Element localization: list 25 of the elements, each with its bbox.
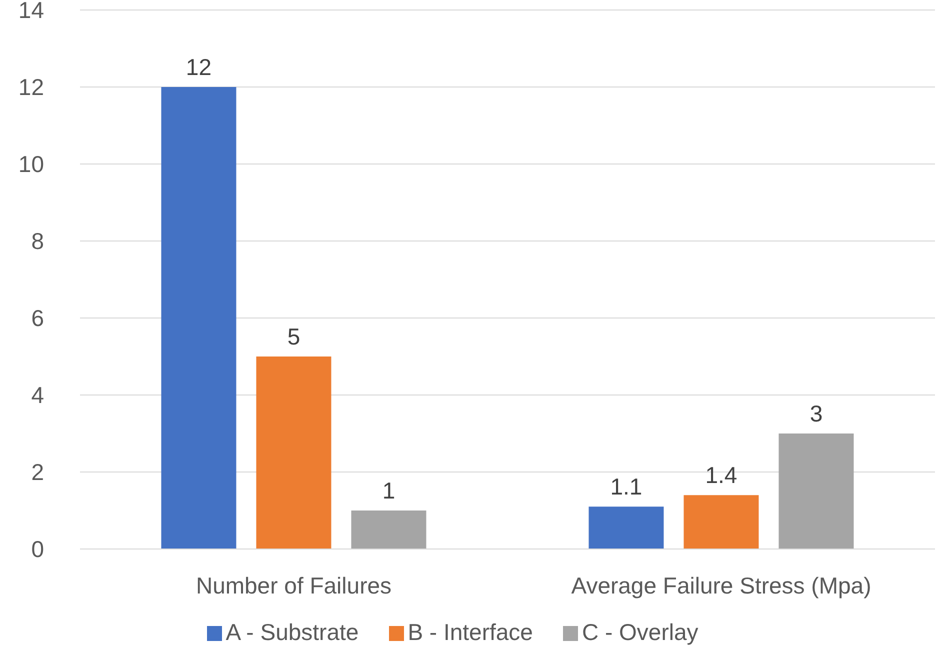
data-label: 5 (287, 324, 300, 350)
data-label: 1.4 (705, 462, 738, 488)
bar (684, 495, 759, 549)
x-tick-label: Number of Failures (196, 572, 392, 598)
legend-label: B - Interface (408, 619, 533, 645)
data-label: 12 (186, 54, 212, 80)
bar (588, 506, 664, 549)
legend-label: A - Substrate (226, 619, 359, 645)
y-tick-label: 6 (31, 305, 44, 332)
y-tick-label: 2 (31, 459, 44, 486)
y-tick-label: 12 (18, 74, 44, 100)
bar (778, 434, 854, 549)
y-tick-label: 8 (31, 228, 44, 254)
x-tick-label: Average Failure Stress (Mpa) (571, 572, 872, 598)
data-label: 1 (382, 478, 396, 504)
bar (351, 510, 426, 549)
y-tick-label: 10 (18, 151, 44, 178)
data-label: 1.1 (610, 474, 642, 500)
y-tick-label: 4 (31, 382, 44, 408)
bar (256, 356, 332, 549)
legend-label: C - Overlay (582, 619, 698, 645)
y-tick-label: 14 (18, 0, 44, 24)
data-label: 3 (810, 400, 823, 426)
bar (161, 87, 236, 549)
y-tick-label: 0 (31, 536, 44, 562)
